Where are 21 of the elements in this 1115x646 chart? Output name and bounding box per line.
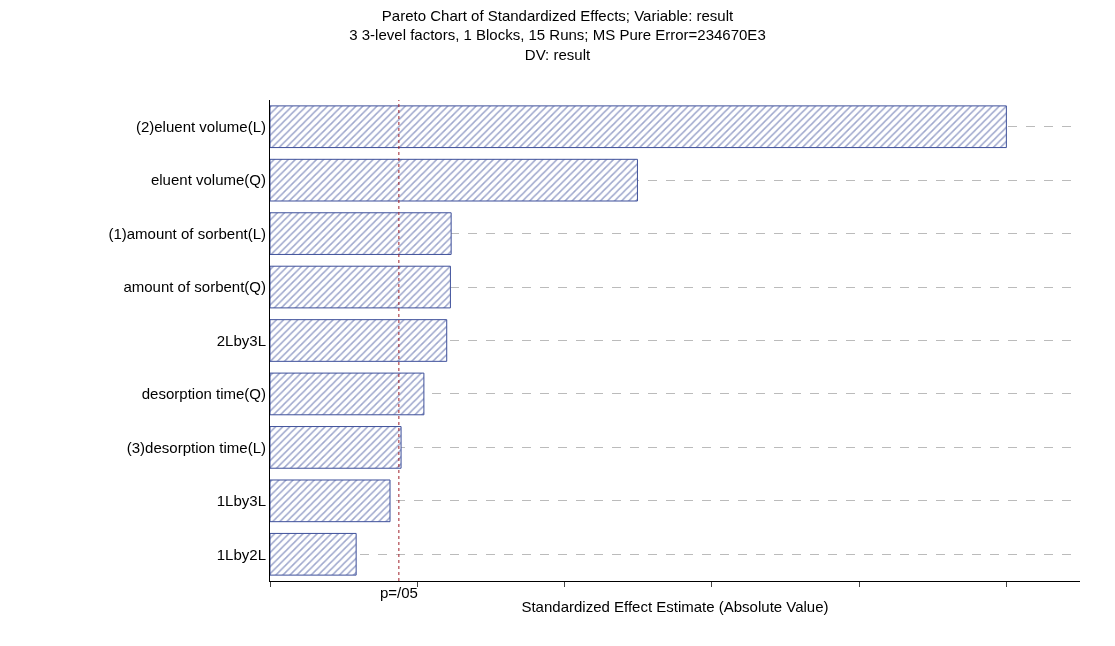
y-tick-label: (3)desorption time(L) <box>126 438 266 456</box>
bar <box>270 158 638 202</box>
y-tick-label: desorption time(Q) <box>141 385 266 403</box>
y-tick-label: 1Lby2L <box>216 545 266 563</box>
y-tick-label: (1)amount of sorbent(L) <box>108 224 266 242</box>
bar <box>270 105 1007 149</box>
bar <box>270 319 448 362</box>
bar <box>270 479 391 523</box>
y-tick-label: amount of sorbent(Q) <box>123 278 266 296</box>
bar <box>270 212 452 255</box>
y-tick-label: (2)eluent volume(L) <box>135 117 266 135</box>
y-tick-label: 2Lby3L <box>216 331 266 349</box>
bar <box>270 532 357 576</box>
x-axis-title: Standardized Effect Estimate (Absolute Value) <box>521 598 829 615</box>
bar <box>270 372 425 416</box>
ref-line-label: p=/05 <box>380 584 418 601</box>
chart-title: Pareto Chart of Standardized Effects; Variable: result 3 3-level factors, 1 Blocks, 15 Runs; MS Pure Error=234670E3 DV: result <box>349 6 766 63</box>
y-tick-label: 1Lby3L <box>216 492 266 510</box>
bar <box>270 265 451 309</box>
bar <box>270 426 402 469</box>
y-tick-label: eluent volume(Q) <box>150 171 266 189</box>
